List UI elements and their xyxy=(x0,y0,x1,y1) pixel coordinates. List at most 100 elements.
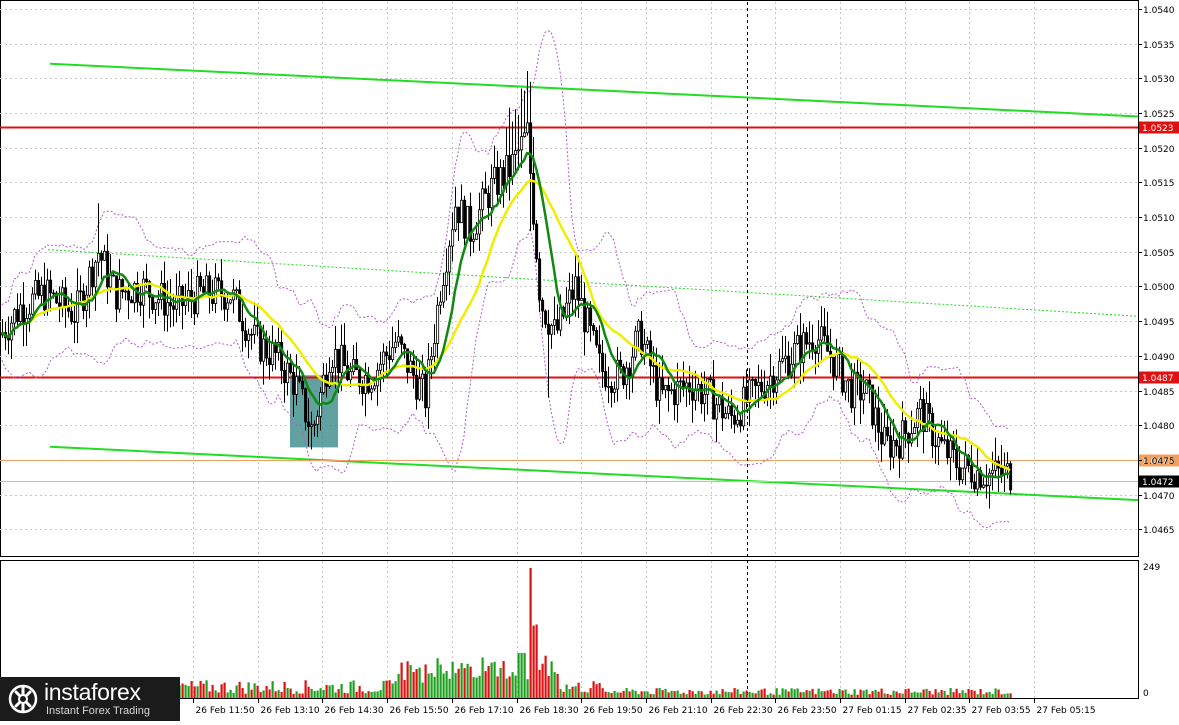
candle xyxy=(523,90,527,138)
volume-bar xyxy=(1000,694,1003,698)
candle-body xyxy=(259,325,263,362)
candle xyxy=(25,307,29,346)
candle-body xyxy=(955,449,959,469)
channel-lower xyxy=(49,445,1139,502)
candle xyxy=(592,323,596,336)
volume-bar xyxy=(901,693,904,698)
candle xyxy=(595,327,599,348)
volume-bar xyxy=(529,568,532,698)
volume-bar xyxy=(979,689,982,698)
candle-body xyxy=(940,437,944,442)
candle xyxy=(424,366,428,418)
candle-body xyxy=(106,250,110,288)
candle xyxy=(538,252,542,313)
candles xyxy=(1,71,1013,509)
volume-bar xyxy=(655,688,658,698)
candle-body xyxy=(91,266,95,288)
candle-body xyxy=(475,233,479,240)
volume-bar xyxy=(787,691,790,698)
candle xyxy=(130,296,134,304)
candle xyxy=(262,324,266,385)
candle xyxy=(346,350,350,382)
candle-body xyxy=(613,388,617,393)
candle-body xyxy=(403,343,407,350)
volume-bar xyxy=(442,673,445,698)
price-tick-label: 1.0475 xyxy=(1143,457,1175,467)
candle-body xyxy=(436,304,440,344)
candle-body xyxy=(847,378,851,382)
volume-bar xyxy=(388,680,391,698)
volume-bar xyxy=(955,688,958,698)
volume-bar xyxy=(589,688,592,698)
volume-bar xyxy=(511,672,514,698)
candle xyxy=(763,370,767,404)
volume-bar xyxy=(826,690,829,698)
volume-bar xyxy=(652,694,655,698)
candle xyxy=(34,269,38,300)
candle xyxy=(643,328,647,366)
candle-body xyxy=(466,205,470,239)
volume-bar xyxy=(310,688,313,698)
candle-body xyxy=(217,277,221,282)
support-label-bg xyxy=(1139,371,1179,384)
candle-body xyxy=(670,389,674,392)
volume-bar xyxy=(709,690,712,698)
volume-bar xyxy=(454,673,457,698)
candle xyxy=(655,347,659,407)
volume-bar xyxy=(697,690,700,698)
candle-body xyxy=(568,289,572,304)
candle xyxy=(961,467,965,484)
volume-bar xyxy=(622,691,625,698)
volume-bar xyxy=(784,689,787,698)
candle-body xyxy=(742,386,746,427)
candle-body xyxy=(580,298,584,301)
volume-bar xyxy=(892,690,895,698)
candle-body xyxy=(712,378,716,420)
logo-mark-icon xyxy=(8,684,38,714)
candle-body xyxy=(928,402,932,414)
candle-body xyxy=(805,332,809,345)
candle xyxy=(436,296,440,359)
candle xyxy=(244,317,248,348)
time-label: 26 Feb 18:30 xyxy=(520,706,579,716)
candle-body xyxy=(289,362,293,373)
candle-body xyxy=(676,381,680,406)
volume-bar xyxy=(241,688,244,698)
volume-bar xyxy=(379,690,382,698)
candle xyxy=(709,374,713,383)
volume-bar xyxy=(907,688,910,698)
candle xyxy=(397,319,401,347)
candle-body xyxy=(358,369,362,387)
candle-body xyxy=(598,344,602,354)
candle-body xyxy=(40,284,44,296)
candle-body xyxy=(58,302,62,307)
volume-bar xyxy=(439,664,442,698)
candle-body xyxy=(640,320,644,355)
volume-bar xyxy=(196,686,199,698)
candle-body xyxy=(700,384,704,405)
volume-bar xyxy=(934,689,937,698)
candle-body xyxy=(589,307,593,326)
channel-upper xyxy=(49,62,1139,118)
candle xyxy=(445,248,449,301)
candle xyxy=(199,272,203,292)
candle-body xyxy=(451,229,455,247)
volume-bar xyxy=(262,690,265,698)
volume-bar xyxy=(952,692,955,698)
candle-body xyxy=(586,307,590,333)
candle-body xyxy=(115,275,119,310)
candle xyxy=(166,280,170,332)
candle-body xyxy=(421,373,425,380)
candle-body xyxy=(448,245,452,273)
candle xyxy=(613,381,617,403)
candle-body xyxy=(124,290,128,293)
volume-bar xyxy=(793,689,796,698)
price-tick-label: 1.0485 xyxy=(1143,388,1175,398)
candle-body xyxy=(925,402,929,432)
volume-bar xyxy=(847,693,850,698)
candle-body xyxy=(67,307,71,312)
candle xyxy=(460,184,464,224)
volume-bar xyxy=(373,691,376,698)
